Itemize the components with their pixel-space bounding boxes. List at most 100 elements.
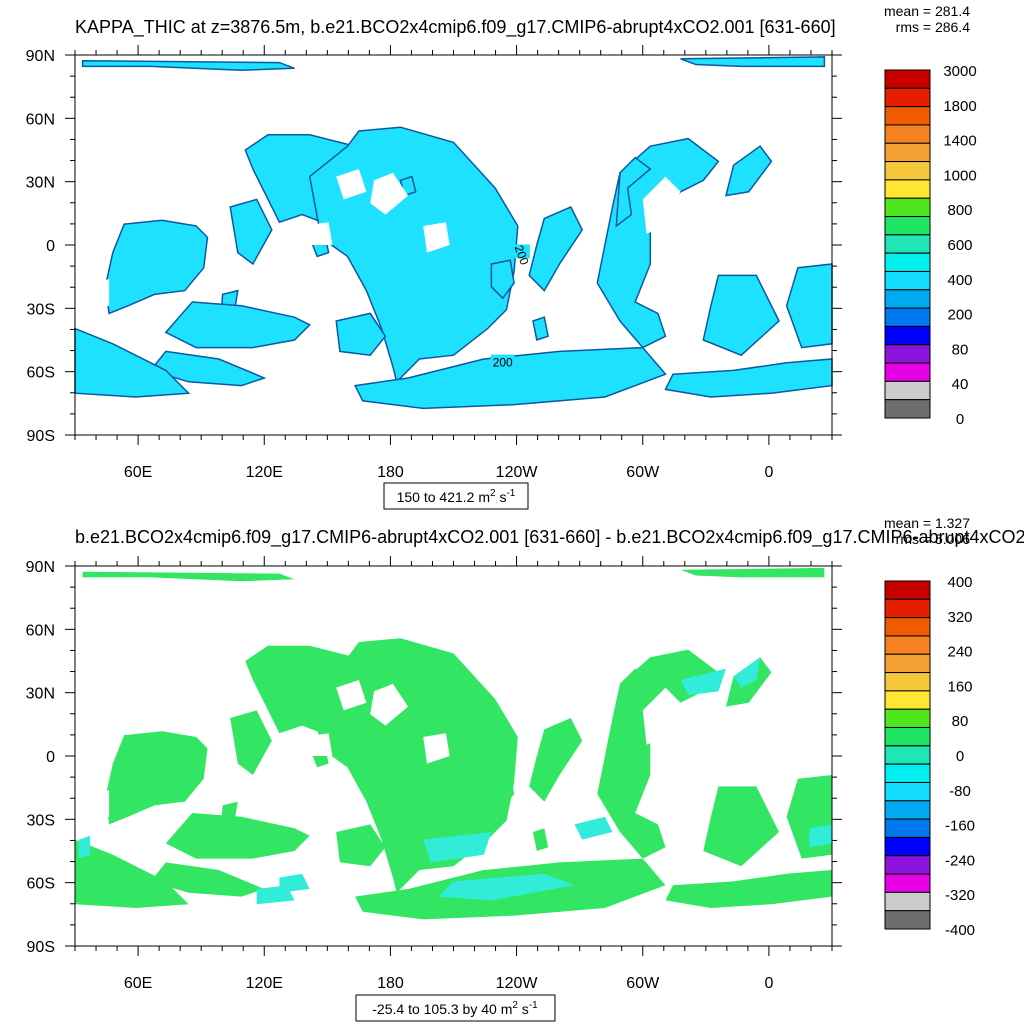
anomaly-patch xyxy=(680,668,726,696)
x-tick-label: 60W xyxy=(626,464,660,481)
y-axis: 90N 60N 30N 0 30S 60S 90S xyxy=(26,48,842,445)
land-shape xyxy=(81,59,295,71)
x-tick-label: 0 xyxy=(764,975,773,992)
colorbar-label: 160 xyxy=(947,678,972,695)
range-label: 150 to 421.2 m2 s-1 xyxy=(397,488,516,505)
colorbar-swatch xyxy=(884,252,931,272)
x-tick-label: 60E xyxy=(124,464,152,481)
land-hole xyxy=(302,222,333,245)
colorbar-label: 1800 xyxy=(943,98,976,115)
colorbar-label: 80 xyxy=(952,341,969,358)
land-shape xyxy=(724,145,773,197)
x-tick-label: 180 xyxy=(377,975,404,992)
colorbar-swatch xyxy=(884,836,931,857)
y-tick-label: 60S xyxy=(27,365,55,382)
land-hole xyxy=(642,687,681,745)
land-shape xyxy=(164,301,311,349)
y-tick-label: 60N xyxy=(26,111,55,128)
land-shape xyxy=(150,862,265,897)
colorbar-label: -320 xyxy=(945,887,975,904)
colorbar-swatch xyxy=(884,708,931,729)
land-shape xyxy=(165,813,310,859)
x-tick-label: 60W xyxy=(626,975,660,992)
x-tick-label: 120E xyxy=(246,975,283,992)
colorbar-label: 1000 xyxy=(943,167,976,184)
colorbar-swatch xyxy=(884,380,931,401)
contour-label: 200 xyxy=(512,243,532,267)
land-shape xyxy=(703,786,779,867)
x-tick-label: 120W xyxy=(496,975,539,992)
land-hole xyxy=(336,680,367,711)
colorbar-label: -240 xyxy=(945,852,975,869)
colorbar-label: 0 xyxy=(956,748,964,765)
y-tick-label: 30S xyxy=(27,812,55,829)
land-shape xyxy=(528,206,584,292)
land-hole xyxy=(370,683,409,726)
colorbar-label: 0 xyxy=(956,411,964,428)
contour-label-bg xyxy=(490,354,515,369)
colorbar-swatch xyxy=(884,161,931,181)
colorbar-swatch xyxy=(884,763,931,783)
colorbar-label: 240 xyxy=(947,644,972,661)
x-tick-label: 0 xyxy=(764,464,773,481)
land-hole xyxy=(86,279,110,310)
land-shape xyxy=(82,571,295,582)
colorbar: 400 320 240 160 80 0 -80 -160 -240 -320 -400 xyxy=(884,574,975,939)
anomaly-patch xyxy=(438,873,575,901)
land-field-2 xyxy=(75,567,832,920)
colorbar-swatch xyxy=(884,106,931,126)
colorbar-label: 40 xyxy=(952,376,969,393)
colorbar-swatch xyxy=(884,580,931,600)
colorbar-label: -80 xyxy=(949,783,971,800)
colorbar-swatch xyxy=(884,617,931,637)
x-tick-label: 120E xyxy=(246,464,283,481)
colorbar-label: 800 xyxy=(947,202,972,219)
land-shape xyxy=(104,219,209,315)
colorbar-swatch xyxy=(884,873,931,893)
land-shape xyxy=(336,824,386,867)
range-label-box xyxy=(355,994,556,1022)
land-shape xyxy=(665,870,832,908)
anomaly-patch xyxy=(733,657,761,688)
land-hole xyxy=(302,733,333,756)
y-tick-label: 90N xyxy=(26,559,55,576)
land-shape xyxy=(702,274,780,357)
colorbar-swatch xyxy=(884,690,931,710)
contour-label-bg xyxy=(505,244,530,259)
land-shape xyxy=(75,839,189,908)
colorbar-swatch xyxy=(884,635,931,655)
x-tick-label: 60E xyxy=(124,975,152,992)
colorbar-swatch xyxy=(884,745,931,765)
map-panel-2: 90N 60N 30N 0 30S 60S 90S 60E 120E 180 120W 60W 0 b.e… xyxy=(26,515,1024,1022)
colorbar-swatch xyxy=(884,727,931,747)
land-shape xyxy=(664,358,833,398)
chart-title: KAPPA_THIC at z=3876.5m, b.e21.BCO2x4cmi… xyxy=(75,17,836,38)
land-hole xyxy=(370,172,409,215)
colorbar-swatch xyxy=(884,216,931,236)
land-shape xyxy=(616,668,651,737)
x-axis: 60E 120E 180 120W 60W 0 xyxy=(74,45,833,481)
land-shape xyxy=(532,316,549,341)
colorbar-swatch xyxy=(884,362,931,382)
colorbar-label: 400 xyxy=(947,574,972,591)
rms-value: rms = 5.006 xyxy=(896,531,971,547)
colorbar-swatch xyxy=(884,270,931,291)
rms-value: rms = 286.4 xyxy=(896,19,971,35)
colorbar-label: 1400 xyxy=(943,133,976,150)
colorbar-label: 600 xyxy=(947,237,972,254)
y-tick-label: 90S xyxy=(27,939,55,956)
colorbar-label: 400 xyxy=(947,272,972,289)
y-tick-label: 0 xyxy=(46,749,55,766)
land-hole xyxy=(423,733,450,764)
range-label: -25.4 to 105.3 by 40 m2 s-1 xyxy=(372,1000,538,1017)
anomaly-patch xyxy=(574,816,613,840)
range-label-box xyxy=(383,482,529,510)
land-shape xyxy=(680,567,825,578)
colorbar-swatch xyxy=(884,69,931,89)
colorbar-label: -400 xyxy=(945,922,975,939)
y-tick-label: 0 xyxy=(46,238,55,255)
land-shape xyxy=(105,731,208,825)
